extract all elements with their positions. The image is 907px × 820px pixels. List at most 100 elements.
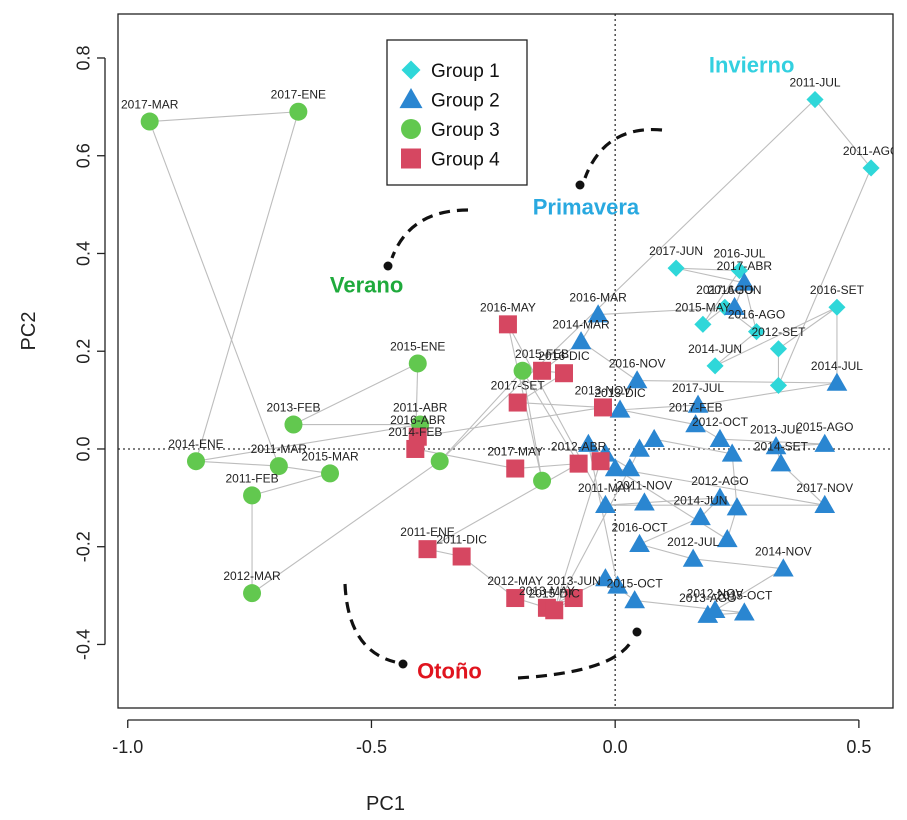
point-group-2 [724, 296, 745, 316]
trajectory-segment [654, 438, 733, 455]
arrow-spring-to-summer [390, 208, 469, 259]
point-label: 2011-AGO [843, 144, 899, 158]
point-label: 2012-MAR [223, 569, 281, 583]
point-label: 2014-JUN [688, 342, 742, 356]
trajectory-segment [439, 370, 523, 462]
point-group-2 [643, 428, 665, 447]
point-label: 2013-NOV [575, 383, 632, 397]
trajectory-segment [293, 362, 419, 426]
trajectory-segment [702, 270, 740, 325]
point-label: 2011-ABR [393, 401, 448, 415]
point-label: 2016-JUN [708, 283, 762, 297]
trajectory-segment [614, 468, 728, 540]
point-group-2 [733, 602, 755, 621]
y-tick-label: 0.6 [73, 143, 93, 168]
point-group-4 [569, 454, 588, 473]
point-group-2 [619, 458, 641, 477]
legend-entry-label: Group 2 [431, 91, 500, 112]
point-label: 2013-FEB [266, 401, 320, 415]
trajectory-segment [619, 409, 696, 426]
point-label: 2017-ENE [271, 88, 326, 102]
point-group-2 [634, 492, 655, 511]
point-group-4 [406, 439, 425, 458]
legend-marker-diamond-icon [401, 60, 421, 80]
point-group-3 [289, 102, 308, 121]
point-label: 2017-AGO [696, 283, 753, 297]
point-group-3 [140, 112, 159, 131]
point-group-3 [269, 457, 288, 476]
arrow-head-icon [575, 180, 585, 190]
point-label: 2014-ENE [168, 437, 223, 451]
point-group-2 [604, 458, 626, 477]
trajectory-segment [620, 404, 699, 411]
point-group-4 [533, 361, 552, 380]
arrow-head-icon [383, 261, 393, 271]
point-group-2 [609, 399, 631, 418]
trajectory-segment [714, 306, 838, 367]
trajectory-segment [427, 463, 579, 550]
point-group-2 [687, 394, 709, 413]
season-label-primavera: Primavera [533, 194, 640, 219]
point-group-4 [545, 601, 564, 620]
point-label: 2017-MAR [121, 98, 179, 112]
point-label: 2011-NOV [617, 479, 673, 493]
trajectory-segment [719, 438, 825, 445]
point-group-2 [709, 428, 731, 447]
arrow-head-icon [632, 627, 642, 637]
point-group-3 [243, 584, 262, 603]
point-label: 2017-MAY [487, 445, 543, 459]
y-tick-label: 0.4 [73, 241, 93, 266]
y-tick-label: 0.8 [73, 45, 93, 70]
trajectory-segment [553, 461, 602, 611]
legend-entry-label: Group 3 [431, 120, 500, 141]
trajectory-segment [515, 463, 579, 470]
trajectory-segment [778, 306, 838, 350]
trajectory-segment [522, 370, 543, 481]
x-tick-label: 0.0 [603, 737, 628, 757]
point-group-2 [770, 453, 792, 472]
point-group-3 [321, 464, 340, 483]
trajectory-segment [195, 111, 299, 462]
arrow-winter-to-spring [583, 127, 663, 179]
point-label: 2014-JUN [673, 493, 727, 507]
point-label: 2017-SET [491, 379, 546, 393]
trajectory-segment [637, 379, 837, 384]
point-group-1 [828, 298, 846, 316]
point-label: 2012-JUL [667, 535, 719, 549]
point-label: 2011-MAR [251, 442, 308, 456]
point-group-4 [506, 459, 525, 478]
point-group-1 [667, 259, 685, 277]
point-group-2 [814, 494, 836, 513]
point-group-3 [243, 486, 262, 505]
trajectory-segment [693, 558, 784, 570]
legend-marker-circle-icon [401, 119, 421, 139]
trajectory-segment [417, 406, 604, 438]
point-label: 2017-JUL [672, 381, 724, 395]
trajectory-segment [517, 401, 604, 408]
point-group-3 [186, 452, 205, 471]
point-label: 2011-ENE [400, 525, 454, 539]
legend-marker-triangle-icon [399, 88, 423, 109]
point-label: 2016-ABR [390, 413, 446, 427]
point-group-3 [408, 354, 427, 373]
point-group-3 [533, 471, 552, 490]
point-label: 2012-MAY [487, 574, 543, 588]
season-label-verano: Verano [330, 273, 403, 298]
trajectory-segment [251, 472, 331, 496]
point-group-2 [709, 487, 731, 506]
point-group-4 [506, 589, 525, 608]
trajectory-segment [676, 267, 740, 272]
trajectory-segment [439, 99, 816, 462]
trajectory-segment [714, 568, 784, 611]
trajectory-segment [615, 467, 825, 506]
point-group-2 [595, 494, 616, 513]
point-label: 2014-SET [754, 440, 809, 454]
point-label: 2014-MAR [552, 317, 610, 331]
point-group-2 [626, 370, 648, 389]
point-label: 2017-ABR [717, 259, 773, 273]
trajectory-segment [553, 468, 631, 611]
point-group-2 [682, 548, 704, 567]
point-label: 2013-AGO [679, 591, 736, 605]
point-group-4 [554, 364, 573, 383]
point-label: 2016-SET [810, 283, 865, 297]
